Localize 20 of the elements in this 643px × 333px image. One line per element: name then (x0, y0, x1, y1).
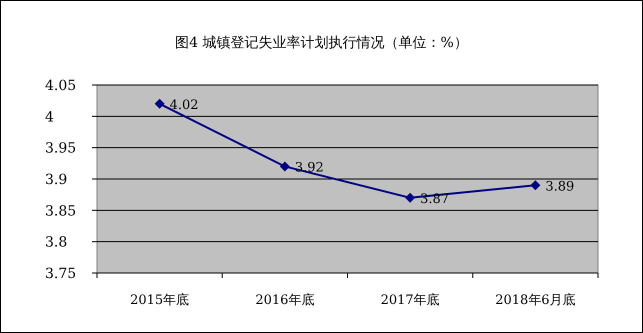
y-tick-label: 4.05 (45, 78, 76, 94)
x-tick-label: 2016年底 (255, 293, 314, 308)
data-label: 3.92 (294, 160, 324, 176)
data-label: 3.87 (420, 192, 450, 207)
point (405, 192, 416, 203)
point (154, 98, 165, 109)
y-tick-label: 3.95 (45, 140, 76, 157)
chart-title: 图4 城镇登记失业率计划执行情况（单位：%） (175, 35, 468, 51)
y-tick-label: 3.75 (45, 266, 76, 282)
point (280, 161, 290, 172)
data-label: 4.02 (170, 98, 199, 113)
x-tick-label: 2017年底 (380, 293, 440, 308)
point (530, 180, 540, 190)
y-tick-label: 3.85 (45, 203, 76, 220)
data-label: 3.89 (545, 179, 574, 194)
y-tick-label: 3.9 (45, 172, 68, 188)
y-tick-label: 4 (45, 109, 54, 126)
y-tick-label: 3.8 (45, 234, 68, 251)
x-tick-label: 2015年底 (130, 293, 190, 308)
x-tick-label: 2018年6月底 (495, 293, 576, 308)
